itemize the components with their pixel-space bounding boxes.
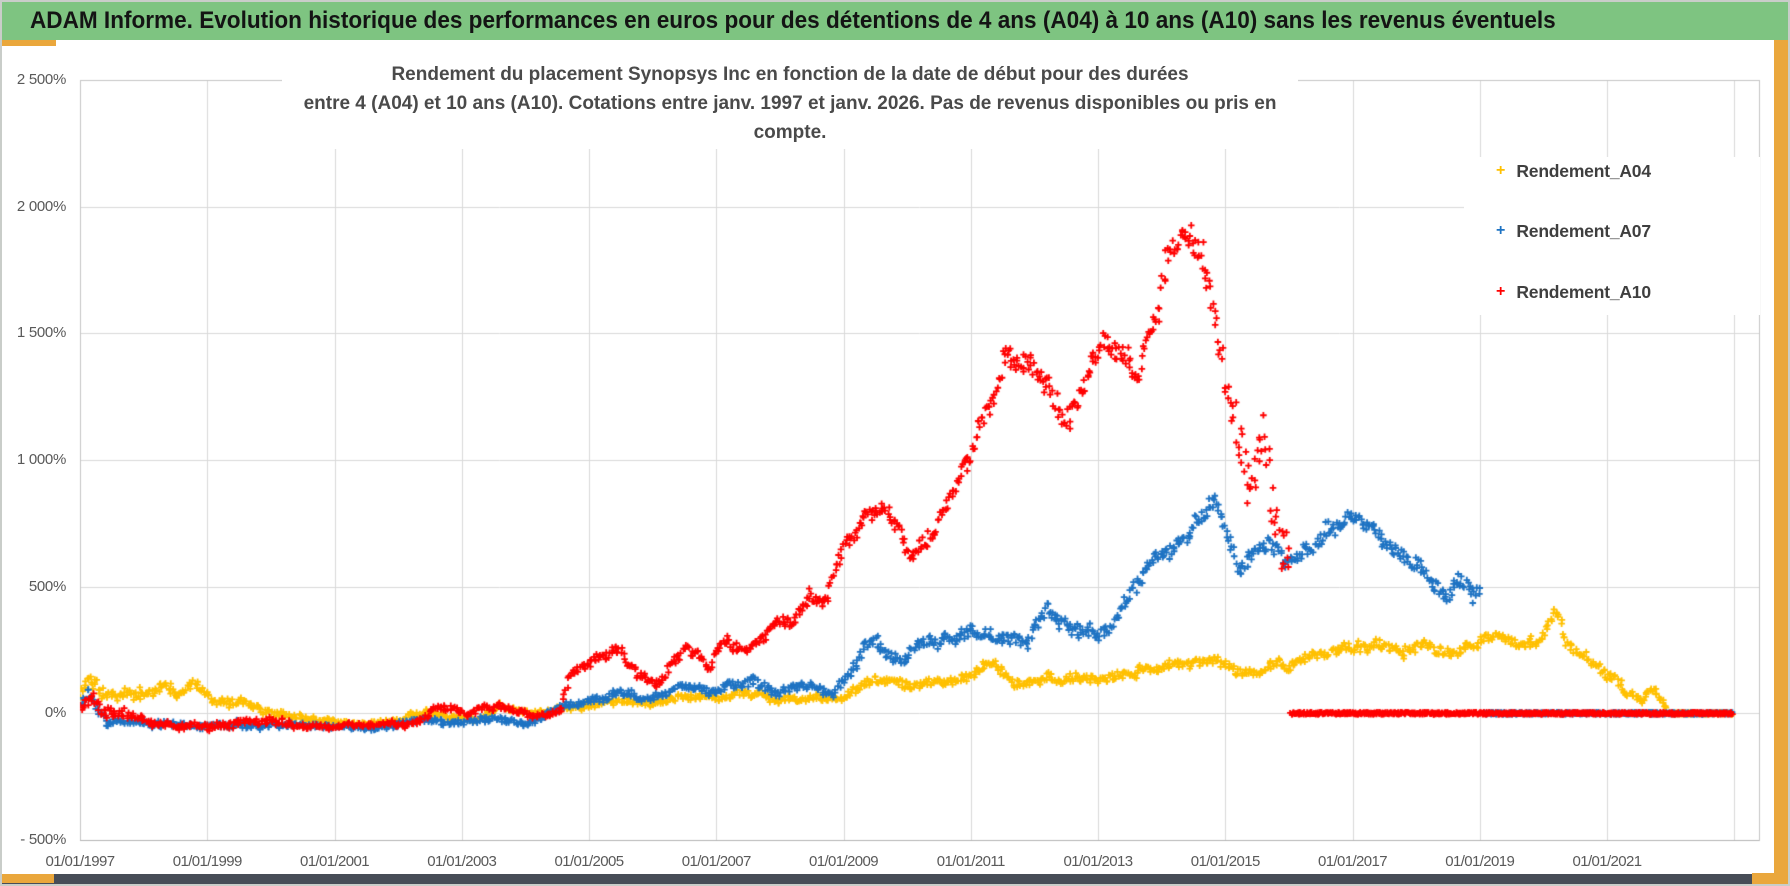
plus-marker-icon: +: [1496, 162, 1506, 179]
x-tick-label: 01/01/2015: [1190, 853, 1261, 870]
x-tick-label: 01/01/1997: [45, 853, 115, 870]
accent-dash-bottom-left: [2, 874, 54, 883]
y-tick-label: 2 000%: [16, 197, 66, 215]
chart-title: Rendement du placement Synopsys Inc en f…: [282, 58, 1298, 149]
y-tick-label: 500%: [28, 577, 66, 595]
x-tick-label: 01/01/2019: [1445, 853, 1515, 870]
y-tick-label: 0%: [44, 704, 66, 722]
x-tick-label: 01/01/2021: [1572, 853, 1642, 870]
legend: + Rendement_A04 + Rendement_A07 + Rendem…: [1464, 157, 1760, 315]
x-tick-label: 01/01/2009: [808, 853, 879, 870]
x-tick-label: 01/01/2017: [1317, 853, 1388, 870]
accent-strip-right: [1774, 40, 1788, 884]
plus-marker-icon: +: [1496, 222, 1506, 239]
x-tick-label: 01/01/2005: [554, 853, 624, 870]
x-tick-label: 01/01/2001: [299, 853, 370, 870]
y-tick-label: - 500%: [20, 831, 66, 848]
chart-title-line2: entre 4 (A04) et 10 ans (A10). Cotations…: [303, 93, 1277, 143]
accent-dash-top-left: [2, 40, 56, 46]
chart-title-line1: Rendement du placement Synopsys Inc en f…: [391, 64, 1189, 85]
report-header-title: ADAM Informe. Evolution historique des p…: [30, 7, 1556, 34]
y-tick-label: 2 500%: [16, 71, 66, 88]
x-tick-label: 01/01/2007: [681, 853, 752, 870]
legend-item-rendement-a07: + Rendement_A07: [1496, 219, 1651, 243]
x-tick-label: 01/01/1999: [172, 853, 243, 870]
y-tick-label: 1 000%: [16, 451, 66, 468]
x-tick-label: 01/01/2013: [1063, 853, 1133, 870]
legend-label: Rendement_A10: [1516, 281, 1651, 302]
legend-item-rendement-a04: + Rendement_A04: [1496, 159, 1651, 183]
y-tick-label: 1 500%: [16, 324, 66, 342]
legend-item-rendement-a10: + Rendement_A10: [1496, 280, 1651, 304]
x-tick-label: 01/01/2003: [427, 853, 497, 870]
bottom-bar: [2, 874, 1778, 884]
x-tick-label: 01/01/2011: [936, 853, 1006, 870]
accent-corner-bottom-right: [1752, 873, 1788, 884]
plus-marker-icon: +: [1496, 283, 1506, 300]
report-header: ADAM Informe. Evolution historique des p…: [2, 2, 1788, 40]
legend-label: Rendement_A04: [1516, 160, 1651, 181]
legend-label: Rendement_A07: [1516, 220, 1651, 241]
